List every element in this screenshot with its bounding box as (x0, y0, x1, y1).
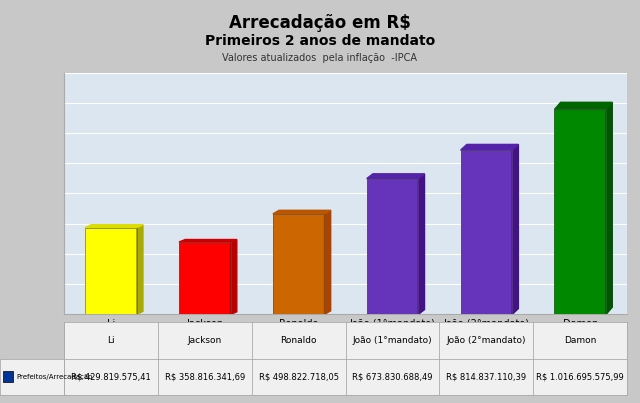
Text: R$ 814.837.110,39: R$ 814.837.110,39 (446, 372, 527, 381)
Polygon shape (273, 210, 331, 214)
Text: R$ 1.016.695.575,99: R$ 1.016.695.575,99 (536, 372, 624, 381)
Bar (3, 372, 13, 382)
Text: Li: Li (107, 336, 115, 345)
Text: R$ 673.830.688,49: R$ 673.830.688,49 (352, 372, 433, 381)
Polygon shape (179, 239, 237, 242)
Text: Damon: Damon (564, 336, 596, 345)
Polygon shape (461, 144, 518, 150)
Polygon shape (606, 102, 612, 314)
Text: Primeiros 2 anos de mandato: Primeiros 2 anos de mandato (205, 34, 435, 48)
Bar (179, 242, 230, 314)
Polygon shape (137, 225, 143, 314)
Polygon shape (230, 239, 237, 314)
Text: João (2°mandato): João (2°mandato) (447, 336, 526, 345)
Bar (85, 228, 137, 314)
Text: Prefeitos/Arrecadação: Prefeitos/Arrecadação (16, 374, 92, 380)
Polygon shape (85, 225, 143, 228)
Polygon shape (324, 210, 331, 314)
Polygon shape (367, 174, 424, 179)
Polygon shape (512, 144, 518, 314)
Bar (554, 110, 606, 314)
Bar (367, 179, 419, 314)
Text: R$ 429.819.575,41: R$ 429.819.575,41 (71, 372, 151, 381)
Bar (273, 214, 324, 314)
Text: Jackson: Jackson (188, 336, 222, 345)
Text: Valores atualizados  pela inflação  -IPCA: Valores atualizados pela inflação -IPCA (223, 53, 417, 63)
Text: R$ 358.816.341,69: R$ 358.816.341,69 (164, 372, 245, 381)
Polygon shape (554, 102, 612, 110)
Text: Arrecadação em R$: Arrecadação em R$ (229, 14, 411, 32)
Text: João (1°mandato): João (1°mandato) (353, 336, 433, 345)
Text: R$ 498.822.718,05: R$ 498.822.718,05 (259, 372, 339, 381)
Bar (461, 150, 512, 314)
Text: Ronaldo: Ronaldo (280, 336, 317, 345)
Polygon shape (419, 174, 424, 314)
